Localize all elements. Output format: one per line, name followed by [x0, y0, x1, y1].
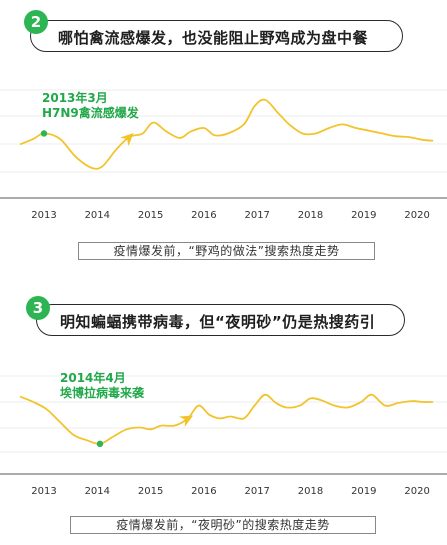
section-wild-chicken: 2 哪怕禽流感爆发，也没能阻止野鸡成为盘中餐 2013 2014 2015 2016 2… — [0, 0, 447, 272]
x-tick-label: 2016 — [191, 210, 216, 221]
x-tick-label: 2014 — [85, 486, 110, 497]
x-tick-label: 2020 — [404, 210, 429, 221]
annotation-label: 埃博拉病毒来袭 — [60, 385, 145, 400]
annotation-dot — [40, 130, 48, 137]
section-bat-guano: 3 明知蝙蝠携带病毒，但“夜明砂”仍是热搜药引 2013 2014 2015 2016… — [0, 272, 447, 545]
series-line — [19, 393, 434, 445]
chart-caption: 疫情爆发前，“夜明砂”的搜索热度走势 — [70, 516, 376, 534]
x-tick-label: 2019 — [351, 210, 376, 221]
section-number-badge: 2 — [24, 10, 48, 34]
title-pill — [36, 304, 405, 336]
gridlines — [0, 375, 447, 453]
x-tick-label: 2018 — [298, 210, 323, 221]
arrow-head — [178, 415, 194, 428]
arrow-head — [120, 132, 134, 147]
section-title: 明知蝙蝠携带病毒，但“夜明砂”仍是热搜药引 — [60, 313, 376, 331]
trend-arrow-icon — [178, 415, 194, 428]
x-tick-label: 2019 — [351, 486, 376, 497]
x-tick-label: 2016 — [191, 486, 216, 497]
gridlines — [0, 89, 447, 173]
x-tick-label: 2018 — [298, 486, 323, 497]
annotation-label: 2014年4月 — [60, 370, 126, 385]
x-tick-label: 2013 — [31, 210, 56, 221]
section-title: 哪怕禽流感爆发，也没能阻止野鸡成为盘中餐 — [58, 29, 369, 47]
chart-caption: 疫情爆发前，“野鸡的做法”搜索热度走势 — [78, 242, 375, 260]
annotation-label: H7N9禽流感爆发 — [42, 105, 140, 120]
x-tick-label: 2014 — [85, 210, 110, 221]
annotation-label: 2013年3月 — [42, 90, 108, 105]
section-number-badge: 3 — [26, 296, 50, 320]
annotation-dot — [96, 440, 104, 448]
line-chart: 2013 2014 2015 2016 2017 2018 2019 2020 2013年3月H… — [0, 89, 447, 221]
trend-arrow-icon — [120, 132, 134, 147]
x-tick-label: 2013 — [31, 486, 56, 497]
x-tick-label: 2020 — [404, 486, 429, 497]
title-pill — [30, 20, 403, 52]
x-tick-label: 2017 — [244, 486, 269, 497]
line-chart: 2013 2014 2015 2016 2017 2018 2019 2020 2014年4月埃… — [0, 370, 447, 497]
series-line — [19, 98, 434, 170]
x-tick-label: 2015 — [138, 486, 163, 497]
x-tick-label: 2015 — [138, 210, 163, 221]
x-tick-label: 2017 — [244, 210, 269, 221]
